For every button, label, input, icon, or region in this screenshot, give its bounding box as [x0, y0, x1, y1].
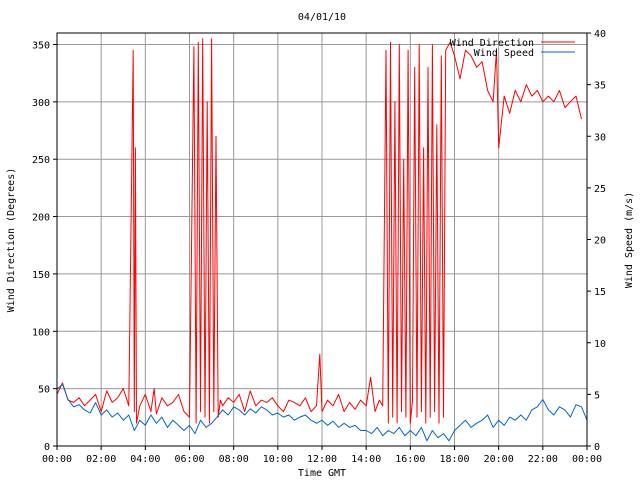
legend: Wind Direction Wind Speed	[450, 38, 575, 59]
x-tick-label: 10:00	[263, 454, 293, 465]
y-left-axis-label: Wind Direction (Degrees)	[6, 168, 17, 313]
legend-label-wind-speed: Wind Speed	[474, 48, 534, 59]
y-right-tick-label: 30	[594, 132, 606, 143]
x-tick-label: 12:00	[307, 454, 337, 465]
y-right-axis-label: Wind Speed (m/s)	[624, 192, 635, 288]
y-left-tick-label: 350	[32, 40, 50, 51]
x-tick-label: 20:00	[484, 454, 514, 465]
x-tick-label: 16:00	[395, 454, 425, 465]
x-tick-label: 18:00	[439, 454, 469, 465]
series-line-wind-direction	[56, 38, 582, 424]
y-left-tick-label: 50	[38, 385, 50, 396]
x-tick-label: 08:00	[219, 454, 249, 465]
x-tick-label: 00:00	[572, 454, 602, 465]
x-tick-label: 04:00	[130, 454, 160, 465]
y-left-tick-label: 300	[32, 98, 50, 109]
legend-label-wind-direction: Wind Direction	[450, 38, 534, 49]
y-right-tick-label: 15	[594, 287, 606, 298]
y-left-tick-label: 100	[32, 327, 50, 338]
y-left-tick-label: 200	[32, 213, 50, 224]
y-right-tick-label: 0	[594, 442, 600, 453]
x-axis-label: Time GMT	[298, 468, 346, 479]
x-tick-label: 22:00	[528, 454, 558, 465]
y-right-axis-ticks: 0 5 10 15 20 25 30 35 40	[587, 29, 606, 453]
y-right-tick-label: 10	[594, 339, 606, 350]
y-right-tick-label: 5	[594, 390, 600, 401]
x-tick-label: 14:00	[351, 454, 381, 465]
y-right-tick-label: 35	[594, 81, 606, 92]
y-left-tick-label: 0	[44, 442, 50, 453]
x-tick-label: 02:00	[86, 454, 116, 465]
y-right-tick-label: 20	[594, 236, 606, 247]
x-axis-ticks: 00:00 02:00 04:00 06:00 08:00 10:00 12:00 14:00…	[42, 446, 602, 465]
y-left-tick-label: 250	[32, 155, 50, 166]
chart-title: 04/01/10	[298, 12, 346, 23]
series-line-wind-speed	[56, 383, 588, 442]
y-left-tick-label: 150	[32, 270, 50, 281]
y-right-tick-label: 25	[594, 184, 606, 195]
x-tick-label: 00:00	[42, 454, 72, 465]
series-layer	[56, 38, 588, 442]
y-right-tick-label: 40	[594, 29, 606, 40]
y-left-axis-ticks: 0 50 100 150 200 250 300 350	[32, 40, 57, 453]
x-tick-label: 06:00	[174, 454, 204, 465]
